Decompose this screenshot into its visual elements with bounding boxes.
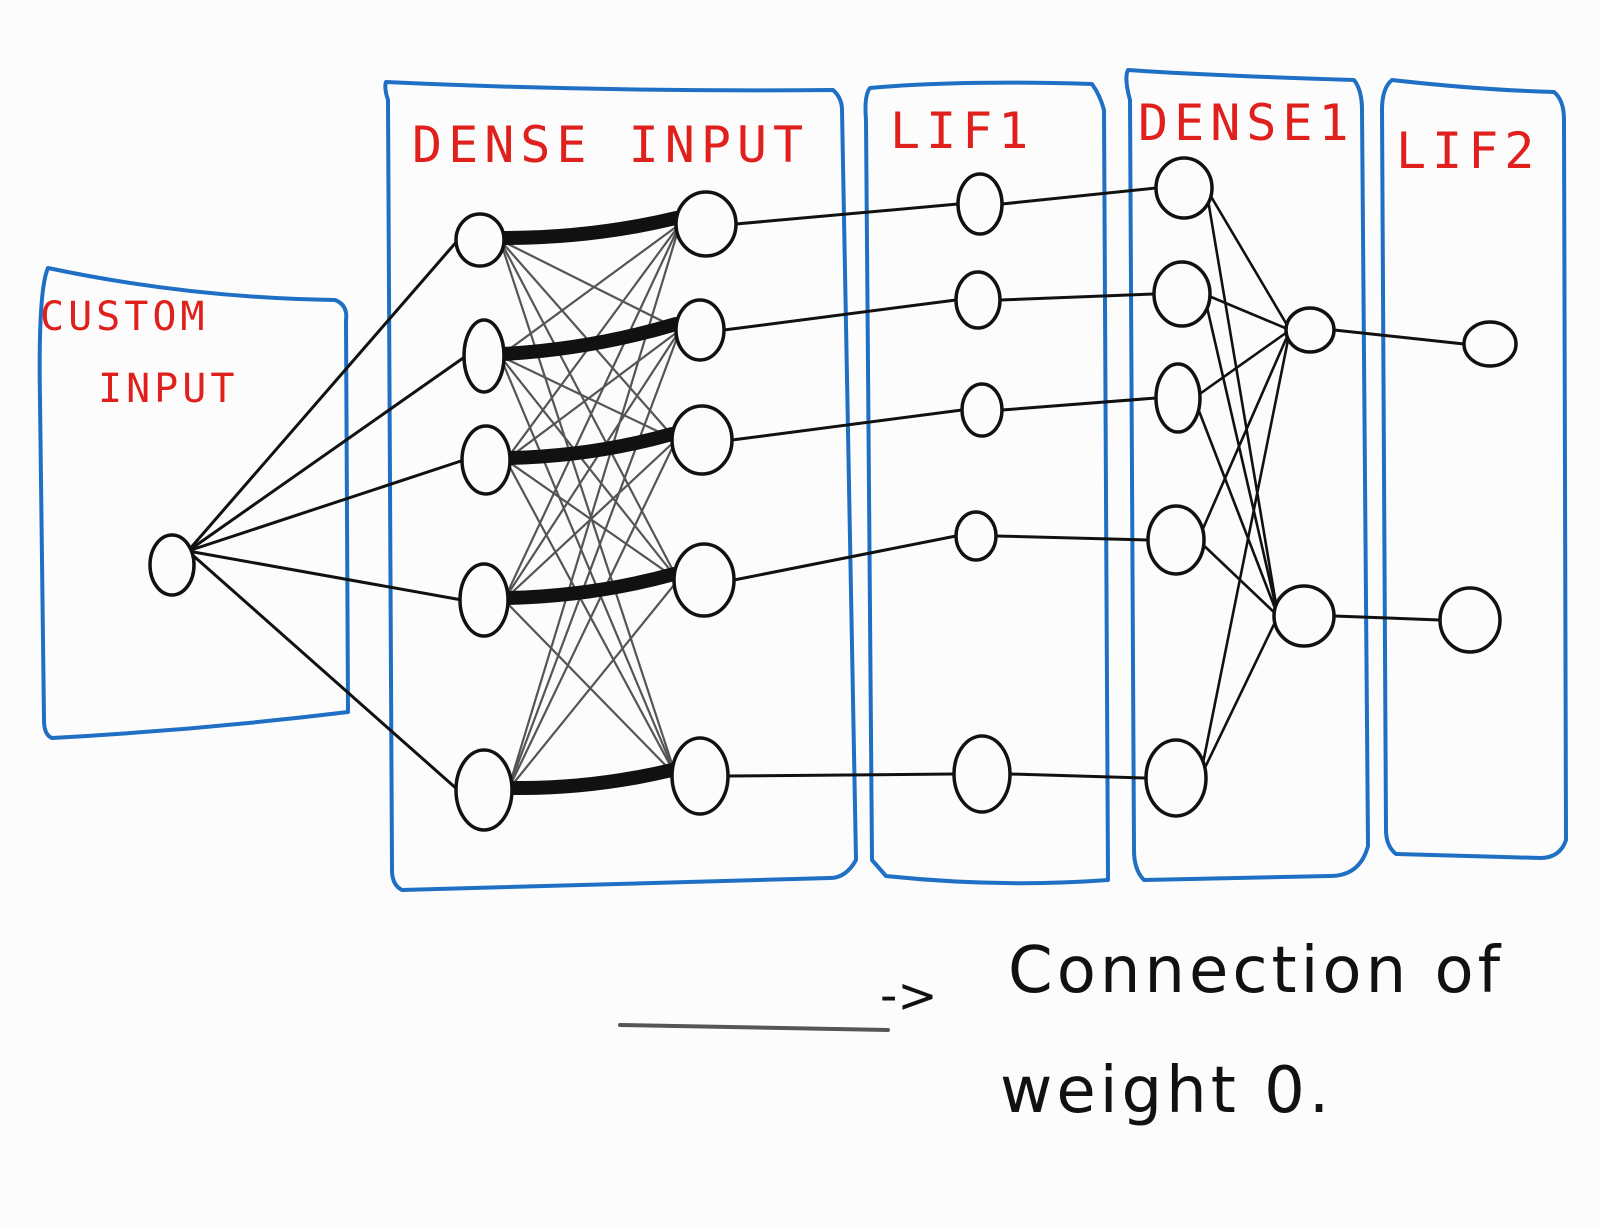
lif1-box [863, 80, 1110, 886]
lif1-to-dense1-edge [994, 534, 1150, 542]
output-to-lif2-edge [1332, 328, 1466, 346]
neuron-node [956, 172, 1004, 236]
neuron-node [672, 542, 736, 618]
zero-weight-edge [498, 355, 678, 777]
custom-input-label-line2: INPUT [98, 366, 238, 412]
neuron-node [458, 562, 510, 638]
custom-input-box [37, 266, 350, 740]
dense-to-lif1-edge [722, 298, 958, 332]
input-edge [186, 549, 460, 792]
dense-input-cross-edges [498, 223, 682, 791]
neuron-node [462, 318, 506, 394]
dense-to-lif1-edge [732, 534, 958, 582]
dense1-to-output-edge [1202, 292, 1292, 332]
network-nodes [148, 156, 1518, 832]
lif2-label: LIF2 [1396, 122, 1540, 180]
weight-edge [497, 317, 683, 361]
dense1-to-output-edge [1204, 186, 1280, 618]
legend: -> Connection of weight 0. [618, 934, 1504, 1128]
dense1-to-output-edge [1204, 186, 1292, 332]
neuron-node [674, 298, 726, 362]
neuron-node [960, 382, 1004, 438]
weight-edge [497, 211, 683, 245]
neuron-node [1152, 260, 1212, 328]
dense1-to-output-edge [1198, 328, 1292, 780]
neuron-node [670, 736, 730, 816]
weight-edge [505, 763, 679, 796]
lif1-to-dense1-edge [1008, 772, 1148, 780]
dense-input-box [383, 80, 858, 892]
zero-weight-edge [507, 579, 679, 791]
dense-to-lif1-edge [726, 772, 956, 778]
zero-weight-edge [499, 223, 681, 357]
input-edge [186, 354, 468, 553]
neuron-node [952, 734, 1012, 814]
neuron-node [1144, 738, 1208, 818]
weight-edge [501, 567, 681, 605]
dense-input-weight-edges [497, 211, 683, 796]
dense1-box [1124, 68, 1370, 882]
zero-weight-edge [505, 459, 679, 581]
neuron-node [670, 404, 734, 476]
lif1-to-dense1-edge [998, 292, 1156, 302]
legend-sample-line [618, 1023, 890, 1032]
neuron-node [674, 190, 738, 258]
input-edge [186, 549, 464, 602]
lif1-to-dense1-edge [1000, 186, 1158, 206]
lif1-to-dense1-edge [1000, 396, 1158, 412]
neuron-node [954, 510, 998, 562]
neuron-node [1154, 362, 1202, 434]
custom-input-label-line1: CUSTOM [40, 294, 209, 340]
neuron-node [1272, 584, 1336, 648]
legend-text-line1: Connection of [1008, 934, 1504, 1008]
dense1-to-output-edge [1196, 538, 1280, 618]
dense1-to-output-edge [1192, 396, 1280, 618]
dense1-to-output-edge [1196, 328, 1292, 542]
zero-weight-edge [506, 223, 682, 791]
weight-edge [503, 427, 679, 465]
network-edges [186, 186, 1466, 792]
zero-weight-edge [498, 239, 678, 777]
zero-weight-edge [503, 223, 681, 601]
zero-weight-edge [506, 329, 682, 791]
dense1-to-output-edge [1202, 292, 1280, 618]
dense1-to-output-edge [1198, 614, 1280, 780]
dense1-label: DENSE1 [1138, 94, 1355, 152]
zero-weight-edge [499, 239, 681, 331]
zero-weight-edge [505, 329, 681, 461]
neuron-node [454, 748, 514, 832]
legend-arrow: -> [880, 968, 938, 1024]
dense-to-lif1-edge [734, 202, 960, 226]
neuron-node [1284, 306, 1336, 354]
output-to-lif2-edge [1332, 614, 1442, 622]
input-edge [186, 238, 460, 553]
neuron-node [1154, 156, 1214, 220]
layer-boxes [37, 68, 1568, 892]
lif1-label: LIF1 [890, 102, 1034, 160]
zero-weight-edge [499, 239, 679, 581]
neuron-node [460, 424, 512, 496]
zero-weight-edge [507, 439, 677, 791]
zero-weight-edge [503, 329, 681, 601]
input-edge [186, 458, 466, 553]
lif2-box [1380, 78, 1568, 860]
neuron-node [454, 212, 506, 268]
neuron-node [148, 533, 196, 597]
neuron-node [954, 270, 1002, 330]
dense1-to-output-edge [1192, 328, 1292, 400]
dense-input-label: DENSE INPUT [412, 116, 809, 174]
legend-text-line2: weight 0. [1000, 1054, 1333, 1128]
neuron-node [1438, 586, 1502, 654]
neuron-node [1462, 320, 1518, 368]
layer-labels: CUSTOM INPUT DENSE INPUT LIF1 DENSE1 LIF… [40, 94, 1540, 412]
neuron-node [1146, 504, 1206, 576]
dense-to-lif1-edge [730, 408, 964, 442]
